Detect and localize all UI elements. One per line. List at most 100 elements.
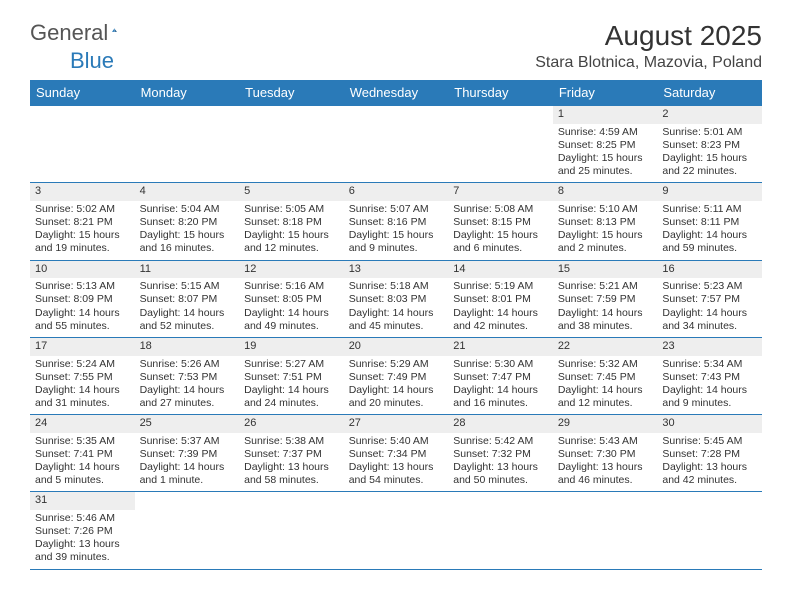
daylight-text-2: and 24 minutes. xyxy=(244,397,339,410)
daylight-text-1: Daylight: 13 hours xyxy=(453,461,548,474)
day-number: 3 xyxy=(30,183,135,201)
day-detail: Sunrise: 5:19 AMSunset: 8:01 PMDaylight:… xyxy=(448,278,553,337)
day-cell: 22Sunrise: 5:32 AMSunset: 7:45 PMDayligh… xyxy=(553,337,658,414)
day-detail: Sunrise: 5:34 AMSunset: 7:43 PMDaylight:… xyxy=(657,356,762,415)
day-number: 2 xyxy=(657,106,762,124)
daylight-text-1: Daylight: 14 hours xyxy=(453,384,548,397)
daylight-text-2: and 52 minutes. xyxy=(140,320,235,333)
daylight-text-1: Daylight: 14 hours xyxy=(244,384,339,397)
daylight-text-1: Daylight: 15 hours xyxy=(349,229,444,242)
day-number: 27 xyxy=(344,415,449,433)
week-row: 1Sunrise: 4:59 AMSunset: 8:25 PMDaylight… xyxy=(30,106,762,183)
day-cell xyxy=(239,492,344,569)
day-cell: 5Sunrise: 5:05 AMSunset: 8:18 PMDaylight… xyxy=(239,183,344,260)
daylight-text-1: Daylight: 15 hours xyxy=(453,229,548,242)
sunset-text: Sunset: 7:41 PM xyxy=(35,448,130,461)
sunrise-text: Sunrise: 5:24 AM xyxy=(35,358,130,371)
day-detail: Sunrise: 5:30 AMSunset: 7:47 PMDaylight:… xyxy=(448,356,553,415)
sunset-text: Sunset: 8:09 PM xyxy=(35,293,130,306)
day-cell: 1Sunrise: 4:59 AMSunset: 8:25 PMDaylight… xyxy=(553,106,658,183)
day-cell: 29Sunrise: 5:43 AMSunset: 7:30 PMDayligh… xyxy=(553,415,658,492)
col-tuesday: Tuesday xyxy=(239,80,344,106)
sunset-text: Sunset: 8:11 PM xyxy=(662,216,757,229)
sunset-text: Sunset: 7:53 PM xyxy=(140,371,235,384)
location-label: Stara Blotnica, Mazovia, Poland xyxy=(535,54,762,72)
week-row: 31Sunrise: 5:46 AMSunset: 7:26 PMDayligh… xyxy=(30,492,762,569)
day-cell xyxy=(30,106,135,183)
day-detail: Sunrise: 5:43 AMSunset: 7:30 PMDaylight:… xyxy=(553,433,658,492)
daylight-text-1: Daylight: 14 hours xyxy=(558,384,653,397)
day-cell: 17Sunrise: 5:24 AMSunset: 7:55 PMDayligh… xyxy=(30,337,135,414)
sunrise-text: Sunrise: 5:42 AM xyxy=(453,435,548,448)
daylight-text-2: and 38 minutes. xyxy=(558,320,653,333)
daylight-text-1: Daylight: 14 hours xyxy=(35,384,130,397)
day-detail: Sunrise: 5:29 AMSunset: 7:49 PMDaylight:… xyxy=(344,356,449,415)
sunrise-text: Sunrise: 5:04 AM xyxy=(140,203,235,216)
day-number: 25 xyxy=(135,415,240,433)
day-detail: Sunrise: 5:42 AMSunset: 7:32 PMDaylight:… xyxy=(448,433,553,492)
week-row: 24Sunrise: 5:35 AMSunset: 7:41 PMDayligh… xyxy=(30,415,762,492)
day-number: 13 xyxy=(344,261,449,279)
sunset-text: Sunset: 7:49 PM xyxy=(349,371,444,384)
sunrise-text: Sunrise: 5:32 AM xyxy=(558,358,653,371)
day-number: 7 xyxy=(448,183,553,201)
day-cell: 6Sunrise: 5:07 AMSunset: 8:16 PMDaylight… xyxy=(344,183,449,260)
sunrise-text: Sunrise: 5:18 AM xyxy=(349,280,444,293)
day-number: 8 xyxy=(553,183,658,201)
sunrise-text: Sunrise: 5:11 AM xyxy=(662,203,757,216)
month-title: August 2025 xyxy=(535,20,762,52)
daylight-text-2: and 42 minutes. xyxy=(662,474,757,487)
brand-blue: Blue xyxy=(70,48,114,73)
day-detail: Sunrise: 5:24 AMSunset: 7:55 PMDaylight:… xyxy=(30,356,135,415)
day-detail: Sunrise: 5:07 AMSunset: 8:16 PMDaylight:… xyxy=(344,201,449,260)
daylight-text-2: and 16 minutes. xyxy=(140,242,235,255)
day-cell: 14Sunrise: 5:19 AMSunset: 8:01 PMDayligh… xyxy=(448,260,553,337)
day-detail: Sunrise: 5:15 AMSunset: 8:07 PMDaylight:… xyxy=(135,278,240,337)
day-cell: 3Sunrise: 5:02 AMSunset: 8:21 PMDaylight… xyxy=(30,183,135,260)
sunset-text: Sunset: 7:51 PM xyxy=(244,371,339,384)
col-saturday: Saturday xyxy=(657,80,762,106)
daylight-text-2: and 25 minutes. xyxy=(558,165,653,178)
sunrise-text: Sunrise: 5:34 AM xyxy=(662,358,757,371)
sunset-text: Sunset: 8:23 PM xyxy=(662,139,757,152)
day-cell: 18Sunrise: 5:26 AMSunset: 7:53 PMDayligh… xyxy=(135,337,240,414)
daylight-text-1: Daylight: 14 hours xyxy=(140,461,235,474)
sunrise-text: Sunrise: 5:30 AM xyxy=(453,358,548,371)
day-cell: 9Sunrise: 5:11 AMSunset: 8:11 PMDaylight… xyxy=(657,183,762,260)
day-detail: Sunrise: 5:04 AMSunset: 8:20 PMDaylight:… xyxy=(135,201,240,260)
title-block: August 2025 Stara Blotnica, Mazovia, Pol… xyxy=(535,20,762,72)
day-cell: 13Sunrise: 5:18 AMSunset: 8:03 PMDayligh… xyxy=(344,260,449,337)
daylight-text-2: and 58 minutes. xyxy=(244,474,339,487)
daylight-text-1: Daylight: 15 hours xyxy=(558,152,653,165)
sunrise-text: Sunrise: 5:02 AM xyxy=(35,203,130,216)
daylight-text-2: and 27 minutes. xyxy=(140,397,235,410)
brand-blue-row: Blue xyxy=(30,48,114,74)
day-cell xyxy=(553,492,658,569)
sunrise-text: Sunrise: 5:07 AM xyxy=(349,203,444,216)
daylight-text-2: and 31 minutes. xyxy=(35,397,130,410)
day-detail: Sunrise: 5:16 AMSunset: 8:05 PMDaylight:… xyxy=(239,278,344,337)
day-cell xyxy=(135,492,240,569)
sunrise-text: Sunrise: 5:27 AM xyxy=(244,358,339,371)
daylight-text-1: Daylight: 14 hours xyxy=(140,384,235,397)
daylight-text-2: and 54 minutes. xyxy=(349,474,444,487)
day-cell: 16Sunrise: 5:23 AMSunset: 7:57 PMDayligh… xyxy=(657,260,762,337)
calendar-table: Sunday Monday Tuesday Wednesday Thursday… xyxy=(30,80,762,570)
day-number: 24 xyxy=(30,415,135,433)
day-cell: 10Sunrise: 5:13 AMSunset: 8:09 PMDayligh… xyxy=(30,260,135,337)
daylight-text-1: Daylight: 14 hours xyxy=(662,384,757,397)
day-cell: 28Sunrise: 5:42 AMSunset: 7:32 PMDayligh… xyxy=(448,415,553,492)
sunset-text: Sunset: 8:15 PM xyxy=(453,216,548,229)
brand-logo: General xyxy=(30,20,140,46)
day-cell: 8Sunrise: 5:10 AMSunset: 8:13 PMDaylight… xyxy=(553,183,658,260)
day-detail: Sunrise: 5:18 AMSunset: 8:03 PMDaylight:… xyxy=(344,278,449,337)
daylight-text-1: Daylight: 14 hours xyxy=(35,307,130,320)
day-detail: Sunrise: 5:27 AMSunset: 7:51 PMDaylight:… xyxy=(239,356,344,415)
sunset-text: Sunset: 7:26 PM xyxy=(35,525,130,538)
daylight-text-2: and 1 minute. xyxy=(140,474,235,487)
day-number: 18 xyxy=(135,338,240,356)
day-cell xyxy=(239,106,344,183)
day-number: 5 xyxy=(239,183,344,201)
day-detail: Sunrise: 5:05 AMSunset: 8:18 PMDaylight:… xyxy=(239,201,344,260)
daylight-text-1: Daylight: 14 hours xyxy=(662,307,757,320)
